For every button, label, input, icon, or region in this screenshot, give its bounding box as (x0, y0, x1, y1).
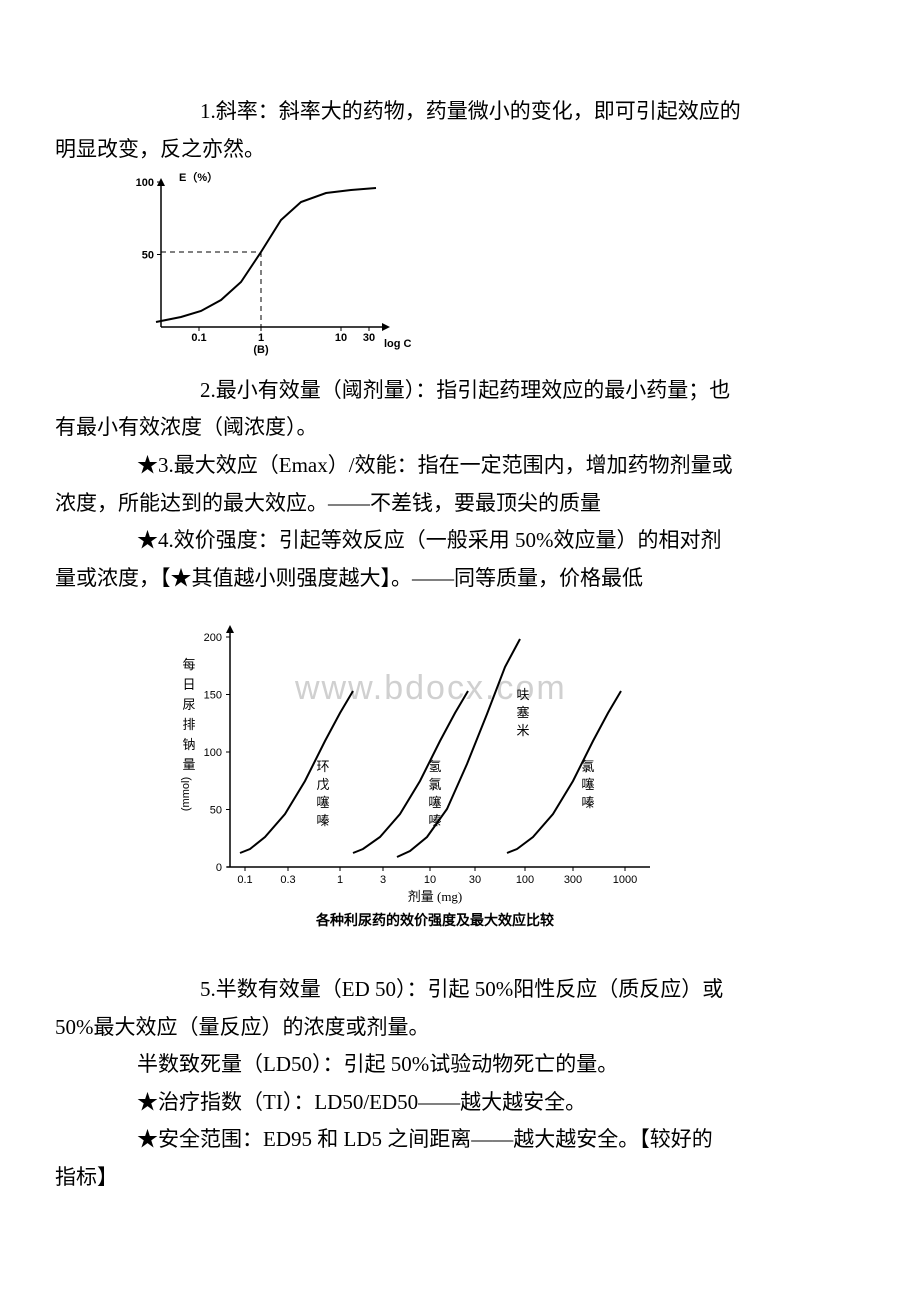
svg-text:噻: 噻 (316, 795, 329, 810)
svg-text:50: 50 (142, 250, 154, 262)
svg-text:日: 日 (182, 677, 195, 692)
svg-text:呋: 呋 (516, 687, 529, 702)
svg-text:1: 1 (337, 874, 343, 886)
svg-text:每: 每 (182, 657, 195, 672)
svg-text:噻: 噻 (581, 777, 594, 792)
svg-text:3: 3 (380, 874, 386, 886)
svg-text:氯: 氯 (428, 777, 441, 792)
svg-text:尿: 尿 (182, 697, 195, 712)
svg-text:log C: log C (384, 338, 411, 350)
para-5-line2: 50%最大效应（量反应）的浓度或剂量。 (55, 1011, 865, 1045)
svg-text:(B): (B) (253, 344, 269, 356)
svg-text:0.3: 0.3 (280, 874, 295, 886)
svg-text:钠: 钠 (182, 737, 195, 752)
para-1-line2: 明显改变，反之亦然。 (55, 133, 865, 167)
para-7: ★治疗指数（TI）：LD50/ED50——越大越安全。 (55, 1086, 865, 1120)
svg-text:100: 100 (204, 747, 222, 759)
svg-text:1: 1 (258, 332, 264, 344)
para-6: 半数致死量（LD50）：引起 50%试验动物死亡的量。 (55, 1048, 865, 1082)
svg-text:300: 300 (564, 874, 582, 886)
para-2-line1: 2.最小有效量（阈剂量）：指引起药理效应的最小药量；也 (55, 374, 865, 408)
svg-text:150: 150 (204, 690, 222, 702)
svg-text:剂量 (mg): 剂量 (mg) (408, 889, 463, 904)
svg-text:嗪: 嗪 (316, 813, 329, 828)
chart-dose-response: 50 100 E（%） 0.1 1 10 30 log C (B) (131, 172, 865, 368)
para-3-line2: 浓度，所能达到的最大效应。——不差钱，要最顶尖的质量 (55, 487, 865, 521)
svg-text:0: 0 (216, 862, 222, 874)
svg-text:氯: 氯 (581, 759, 594, 774)
svg-text:200: 200 (204, 632, 222, 644)
diuretics-svg: www.bdocx.com050100150200每日尿排钠量(mmol)0.1… (175, 609, 695, 944)
para-5-line1: 5.半数有效量（ED 50）：引起 50%阳性反应（质反应）或 (55, 973, 865, 1007)
svg-text:(mmol): (mmol) (180, 777, 192, 811)
para-1-line1: 1.斜率：斜率大的药物，药量微小的变化，即可引起效应的 (55, 95, 865, 129)
para-8-line1: ★安全范围：ED95 和 LD5 之间距离——越大越安全。【较好的 (55, 1123, 865, 1157)
svg-text:50: 50 (210, 805, 222, 817)
svg-text:噻: 噻 (428, 795, 441, 810)
svg-text:0.1: 0.1 (191, 332, 206, 344)
dose-response-svg: 50 100 E（%） 0.1 1 10 30 log C (B) (131, 172, 411, 357)
svg-text:100: 100 (516, 874, 534, 886)
para-2-line2: 有最小有效浓度（阈浓度）。 (55, 411, 865, 445)
svg-text:E（%）: E（%） (179, 172, 218, 184)
svg-text:各种利尿药的效价强度及最大效应比较: 各种利尿药的效价强度及最大效应比较 (315, 912, 554, 928)
svg-text:量: 量 (182, 757, 195, 772)
para-3-line1: ★3.最大效应（Emax）/效能：指在一定范围内，增加药物剂量或 (55, 449, 865, 483)
svg-text:0.1: 0.1 (237, 874, 252, 886)
chart-diuretics: www.bdocx.com050100150200每日尿排钠量(mmol)0.1… (175, 609, 865, 955)
svg-text:10: 10 (335, 332, 347, 344)
svg-text:嗪: 嗪 (581, 795, 594, 810)
svg-text:30: 30 (469, 874, 481, 886)
svg-text:10: 10 (424, 874, 436, 886)
svg-text:米: 米 (516, 723, 529, 738)
svg-text:排: 排 (182, 717, 195, 732)
svg-text:30: 30 (363, 332, 375, 344)
para-8-line2: 指标】 (55, 1161, 865, 1195)
para-4-line1: ★4.效价强度：引起等效反应（一般采用 50%效应量）的相对剂 (55, 524, 865, 558)
para-4-line2: 量或浓度，【★其值越小则强度越大】。——同等质量，价格最低 (55, 562, 865, 596)
svg-text:塞: 塞 (516, 705, 529, 720)
svg-text:戊: 戊 (316, 777, 329, 792)
svg-text:1000: 1000 (613, 874, 637, 886)
svg-text:氢: 氢 (428, 759, 441, 774)
svg-text:环: 环 (316, 759, 329, 774)
svg-text:100: 100 (136, 177, 154, 189)
